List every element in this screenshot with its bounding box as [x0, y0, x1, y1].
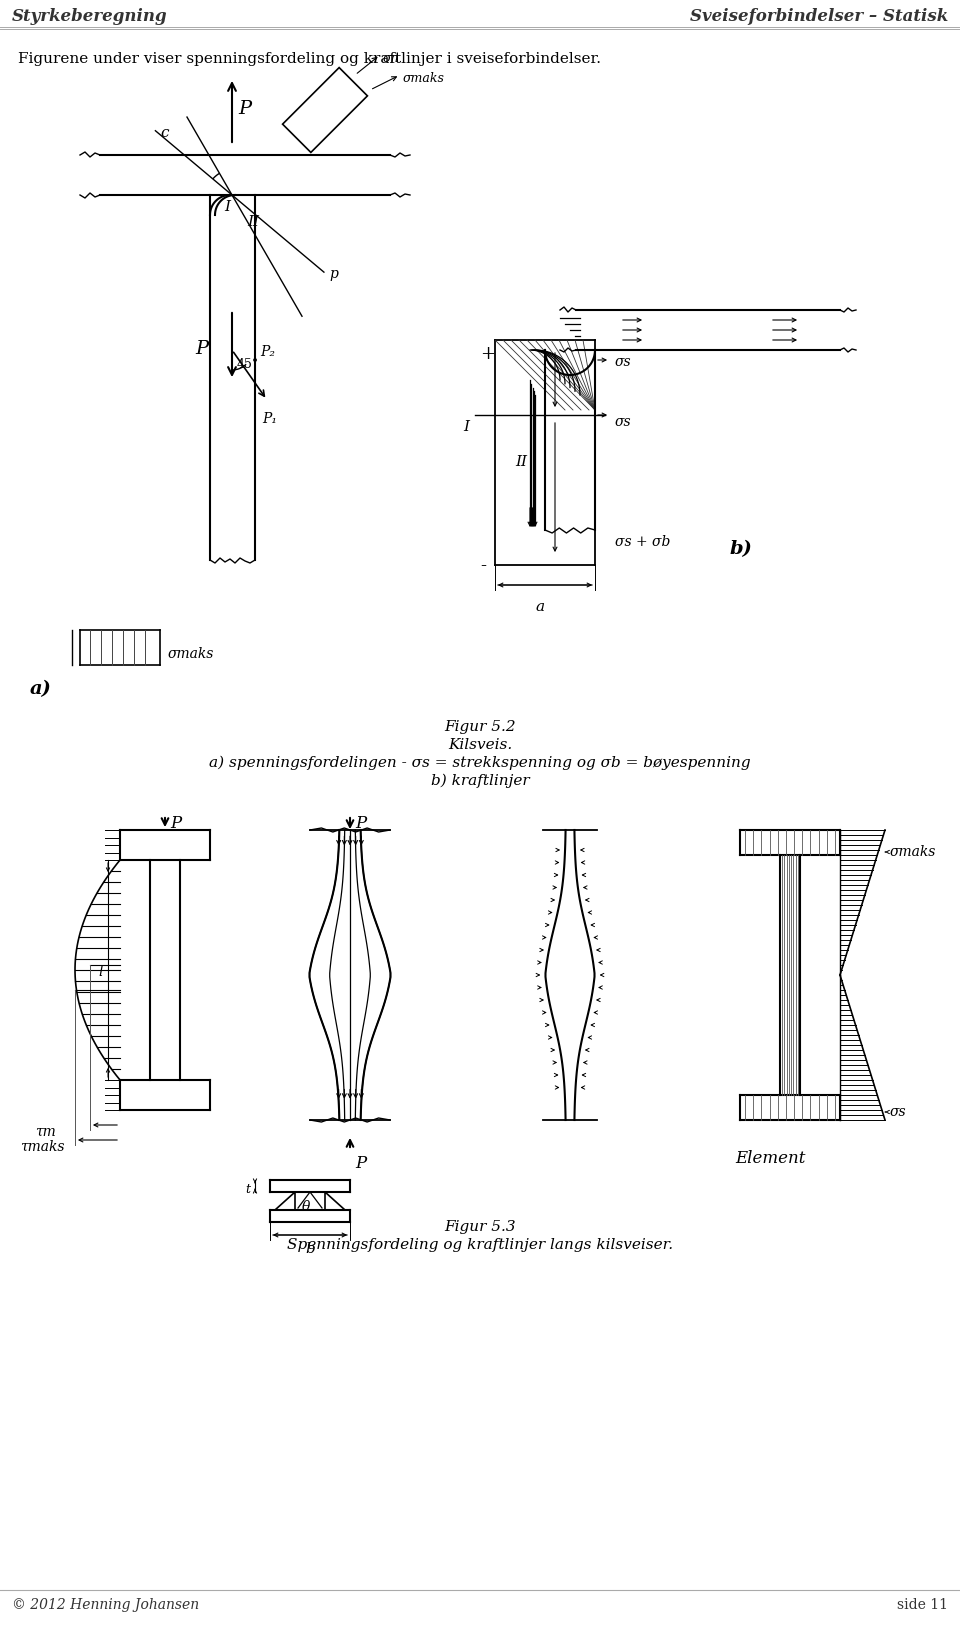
Text: II: II	[247, 215, 259, 228]
Text: τmaks: τmaks	[20, 1139, 64, 1154]
Text: +: +	[480, 346, 495, 363]
Text: P: P	[170, 815, 181, 831]
Text: -: -	[480, 557, 486, 575]
Text: t: t	[245, 1183, 250, 1196]
Text: P: P	[195, 341, 208, 359]
Text: P: P	[355, 815, 366, 831]
Text: Spenningsfordeling og kraftlinjer langs kilsveiser.: Spenningsfordeling og kraftlinjer langs …	[287, 1239, 673, 1252]
Text: Sveiseforbindelser – Statisk: Sveiseforbindelser – Statisk	[689, 8, 948, 24]
Text: a): a)	[30, 680, 52, 698]
Text: σs + σb: σs + σb	[615, 535, 670, 549]
Text: a) spenningsfordelingen - σs = strekkspenning og σb = bøyespenning: a) spenningsfordelingen - σs = strekkspe…	[209, 756, 751, 771]
Text: σmaks: σmaks	[890, 844, 936, 859]
Text: 45°: 45°	[237, 359, 259, 372]
Text: c: c	[160, 126, 169, 140]
Text: P₂: P₂	[260, 346, 275, 359]
Text: Kilsveis.: Kilsveis.	[448, 738, 512, 751]
Text: σmaks: σmaks	[168, 647, 214, 662]
Text: Styrkeberegning: Styrkeberegning	[12, 8, 168, 24]
Text: I: I	[463, 421, 469, 434]
Text: a: a	[536, 600, 544, 615]
Text: l: l	[98, 965, 103, 980]
Text: θ: θ	[302, 1200, 310, 1214]
Text: P: P	[238, 99, 252, 117]
Text: p: p	[329, 267, 338, 280]
Text: b) kraftlinjer: b) kraftlinjer	[431, 774, 529, 789]
Text: © 2012 Henning Johansen: © 2012 Henning Johansen	[12, 1597, 199, 1612]
Text: side 11: side 11	[897, 1597, 948, 1612]
Text: P: P	[355, 1156, 366, 1172]
Text: σs: σs	[890, 1105, 906, 1120]
Text: b: b	[305, 1242, 315, 1257]
Text: σs: σs	[615, 355, 632, 368]
Text: σmaks: σmaks	[403, 72, 444, 85]
Text: τm: τm	[35, 1125, 56, 1139]
Text: σs: σs	[615, 416, 632, 429]
Text: II: II	[515, 455, 527, 469]
Text: I: I	[224, 200, 230, 214]
Text: Figur 5.3: Figur 5.3	[444, 1219, 516, 1234]
Text: σn: σn	[383, 52, 399, 65]
Text: b): b)	[730, 540, 753, 557]
Text: P₁: P₁	[262, 412, 277, 425]
Text: Figurene under viser spenningsfordeling og kraftlinjer i sveiseforbindelser.: Figurene under viser spenningsfordeling …	[18, 52, 601, 65]
Text: Figur 5.2: Figur 5.2	[444, 720, 516, 734]
Text: Element: Element	[734, 1151, 805, 1167]
